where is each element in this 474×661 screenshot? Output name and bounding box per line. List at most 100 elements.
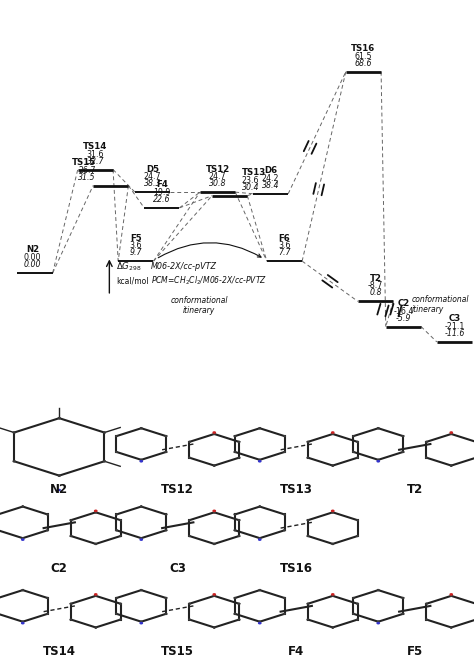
- Circle shape: [402, 613, 404, 614]
- Text: PCM=CH$_2$Cl$_2$/M06-2X/cc-PVTZ: PCM=CH$_2$Cl$_2$/M06-2X/cc-PVTZ: [151, 275, 267, 288]
- Text: TS16: TS16: [351, 44, 375, 54]
- Circle shape: [284, 514, 285, 515]
- Circle shape: [332, 627, 334, 628]
- Circle shape: [307, 457, 309, 458]
- Text: $\Delta G_{298}$: $\Delta G_{298}$: [116, 260, 142, 272]
- Text: F4: F4: [156, 180, 168, 189]
- Text: 0.00: 0.00: [24, 253, 41, 262]
- Circle shape: [357, 520, 358, 521]
- Circle shape: [450, 627, 452, 628]
- Circle shape: [47, 613, 48, 614]
- Text: N2: N2: [50, 483, 68, 496]
- Circle shape: [140, 459, 142, 460]
- Circle shape: [120, 603, 121, 604]
- Circle shape: [307, 520, 309, 521]
- Circle shape: [189, 603, 190, 604]
- Circle shape: [213, 543, 215, 544]
- Circle shape: [70, 619, 72, 620]
- Circle shape: [213, 627, 215, 628]
- Text: kcal/mol: kcal/mol: [116, 276, 149, 286]
- Text: -8.7: -8.7: [368, 282, 383, 290]
- Circle shape: [140, 539, 142, 540]
- Circle shape: [22, 621, 24, 622]
- Circle shape: [332, 432, 334, 433]
- Circle shape: [140, 461, 142, 462]
- Circle shape: [450, 432, 452, 433]
- Circle shape: [140, 621, 142, 622]
- Text: TS14: TS14: [83, 142, 108, 151]
- Circle shape: [70, 520, 72, 521]
- Circle shape: [426, 603, 427, 604]
- Text: C2: C2: [397, 299, 410, 308]
- Circle shape: [238, 619, 240, 620]
- Circle shape: [259, 428, 261, 429]
- Circle shape: [120, 535, 121, 537]
- Text: -11.6: -11.6: [444, 329, 465, 338]
- Circle shape: [259, 538, 261, 539]
- FancyArrowPatch shape: [158, 243, 261, 258]
- Text: TS16: TS16: [280, 562, 313, 575]
- Text: 3.6: 3.6: [278, 241, 291, 250]
- Circle shape: [103, 461, 105, 462]
- Text: F5: F5: [130, 233, 142, 243]
- Text: 30.4: 30.4: [242, 183, 259, 192]
- Circle shape: [357, 457, 358, 458]
- Circle shape: [213, 465, 215, 466]
- Text: 24.7: 24.7: [144, 172, 161, 181]
- Circle shape: [377, 428, 379, 429]
- Circle shape: [140, 506, 142, 507]
- Circle shape: [353, 451, 354, 452]
- Circle shape: [357, 603, 358, 604]
- Circle shape: [332, 510, 334, 512]
- Circle shape: [284, 530, 285, 531]
- Text: 0.8: 0.8: [369, 288, 382, 297]
- Circle shape: [13, 461, 15, 462]
- Circle shape: [189, 457, 190, 458]
- Circle shape: [213, 432, 215, 433]
- Text: D6: D6: [264, 167, 277, 175]
- Circle shape: [377, 461, 379, 462]
- Text: TS15: TS15: [161, 645, 194, 658]
- Circle shape: [47, 514, 48, 515]
- Text: TS14: TS14: [43, 645, 76, 658]
- Circle shape: [284, 451, 285, 452]
- Text: 30.8: 30.8: [209, 179, 226, 188]
- Circle shape: [234, 613, 236, 614]
- Circle shape: [103, 432, 105, 433]
- Circle shape: [307, 603, 309, 604]
- Text: 19.9: 19.9: [153, 188, 171, 197]
- Text: C3: C3: [448, 315, 461, 323]
- Circle shape: [189, 535, 190, 537]
- Circle shape: [377, 459, 379, 460]
- Text: M06-2X/cc-pVTZ: M06-2X/cc-pVTZ: [151, 262, 217, 271]
- Circle shape: [120, 619, 121, 620]
- Text: 26.7: 26.7: [78, 165, 96, 175]
- Text: T2: T2: [407, 483, 423, 496]
- Circle shape: [259, 621, 261, 622]
- Text: F5: F5: [407, 645, 423, 658]
- Circle shape: [213, 512, 215, 513]
- Circle shape: [116, 451, 117, 452]
- Text: -21.1: -21.1: [444, 322, 465, 331]
- Text: 24.2: 24.2: [262, 174, 279, 182]
- Circle shape: [165, 613, 167, 614]
- Text: TS15: TS15: [72, 158, 96, 167]
- Circle shape: [140, 538, 142, 539]
- Circle shape: [377, 623, 379, 624]
- Circle shape: [140, 428, 142, 429]
- Text: 24.7: 24.7: [209, 172, 226, 181]
- Text: 38.4: 38.4: [262, 181, 279, 190]
- Circle shape: [357, 619, 358, 620]
- Circle shape: [22, 539, 24, 540]
- Circle shape: [47, 530, 48, 531]
- Circle shape: [140, 623, 142, 624]
- Text: 3.6: 3.6: [129, 241, 142, 250]
- Circle shape: [70, 535, 72, 537]
- Circle shape: [13, 432, 15, 433]
- Circle shape: [450, 465, 452, 466]
- Circle shape: [450, 594, 452, 595]
- Circle shape: [165, 514, 167, 515]
- Circle shape: [213, 510, 215, 512]
- Circle shape: [116, 613, 117, 614]
- Circle shape: [95, 512, 97, 513]
